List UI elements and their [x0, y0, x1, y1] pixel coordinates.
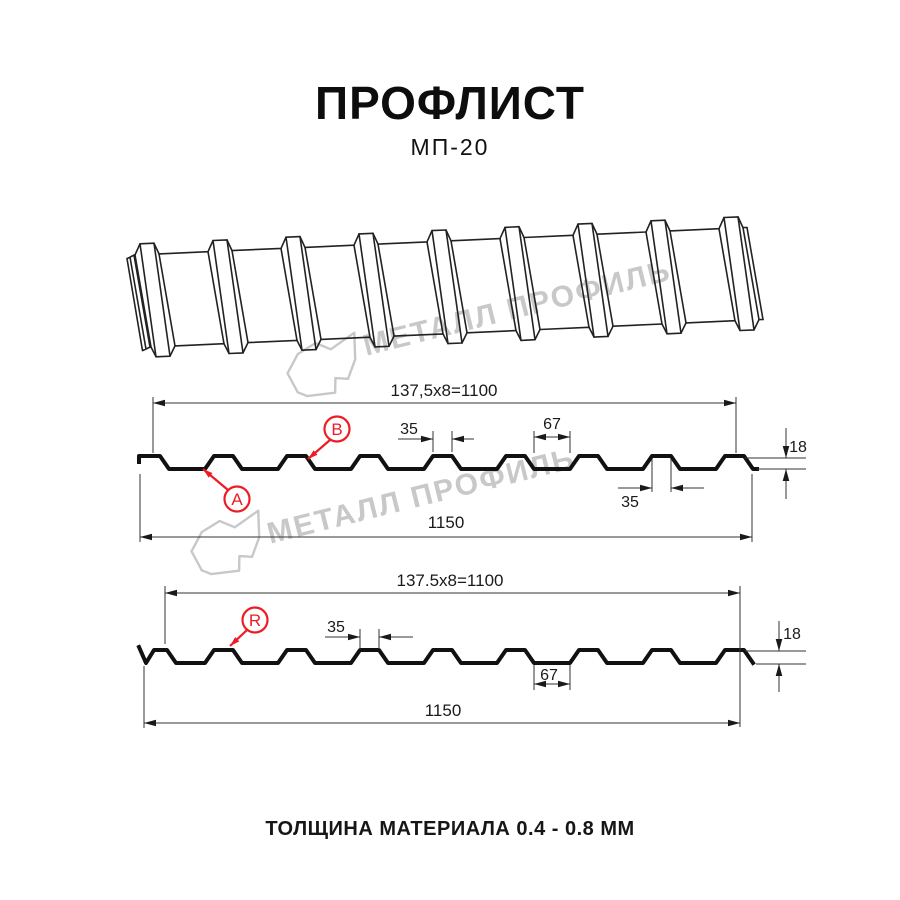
material-thickness-note: ТОЛЩИНА МАТЕРИАЛА 0.4 - 0.8 ММ	[265, 818, 635, 840]
profile-3d-drawing	[126, 216, 764, 358]
metall-profil-logo-watermark	[286, 331, 357, 398]
dim-rib-top-lower-1: 35	[621, 494, 639, 511]
callout-circle-b	[323, 415, 351, 443]
dim-total-1: 1150	[428, 513, 465, 532]
cross-section-2: 137.5x8=1100 35 67 18 1150 R	[136, 571, 806, 728]
page-title: ПРОФЛИСТ	[315, 77, 585, 129]
dim-rib-top-2: 35	[327, 619, 345, 636]
dim-rib-top-1: 35	[400, 421, 418, 438]
callout-circle-r	[241, 606, 269, 634]
dim-total-2: 1150	[425, 701, 462, 720]
profile-outline-2	[136, 644, 756, 666]
cross-section-1: 137,5x8=1100 35 67 18 35 1150	[137, 381, 807, 542]
callout-r-label: R	[249, 611, 261, 630]
dim-groove-2: 67	[540, 667, 558, 684]
dim-height-2: 18	[783, 626, 801, 643]
dim-groove-1: 67	[543, 416, 561, 433]
dim-coverage-2: 137.5x8=1100	[397, 571, 504, 590]
callout-a-label: A	[231, 490, 243, 509]
dim-coverage-1: 137,5x8=1100	[391, 381, 498, 400]
callout-circle-a	[223, 485, 251, 513]
profile-outline-1	[137, 454, 759, 471]
callout-b-label: B	[331, 420, 342, 439]
profile-model-label: МП-20	[410, 134, 490, 160]
dim-height-1: 18	[789, 439, 807, 456]
